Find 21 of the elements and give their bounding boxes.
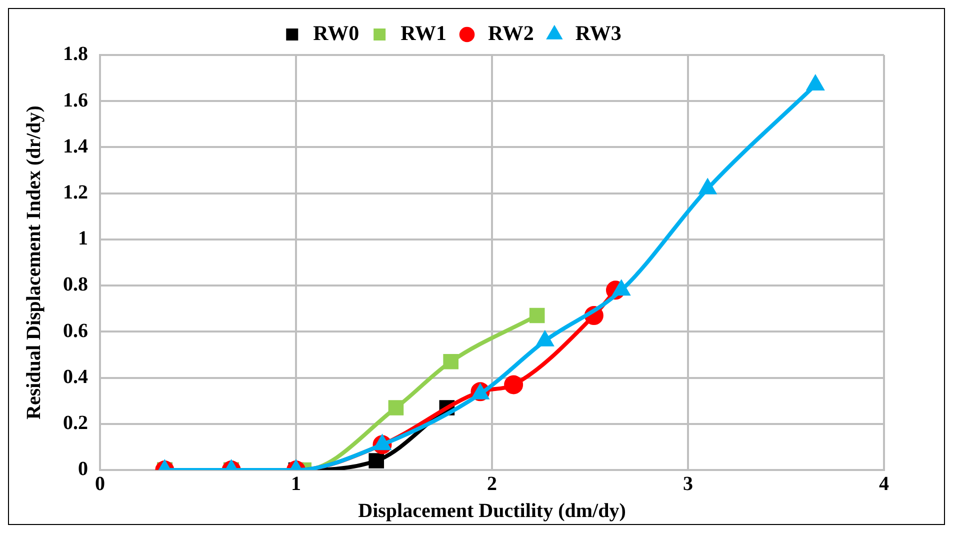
x-axis-title: Displacement Ductility (dm/dy) xyxy=(358,500,626,522)
y-tick-label: 0.2 xyxy=(63,412,88,434)
legend-label: RW1 xyxy=(400,20,447,45)
x-tick-label: 3 xyxy=(683,473,693,496)
legend-label: RW0 xyxy=(313,20,360,45)
legend-label: RW2 xyxy=(488,20,534,45)
y-tick-label: 1.8 xyxy=(63,43,88,66)
y-tick-label: 1 xyxy=(78,228,88,250)
y-tick-label: 0.4 xyxy=(63,366,88,388)
y-axis-title: Residual Displacement Index (dr/dy) xyxy=(23,106,46,420)
y-tick-label: 1.4 xyxy=(63,135,88,158)
y-tick-label: 0 xyxy=(78,458,88,480)
legend-label: RW3 xyxy=(575,20,622,45)
x-tick-label: 2 xyxy=(487,473,497,496)
y-tick-label: 1.2 xyxy=(63,182,88,204)
y-tick-label: 0.8 xyxy=(63,274,88,296)
y-tick-label: 0.6 xyxy=(63,320,88,342)
x-tick-label: 4 xyxy=(879,473,889,496)
y-tick-label: 1.6 xyxy=(63,89,88,112)
x-tick-label: 0 xyxy=(95,473,105,496)
x-tick-label: 1 xyxy=(291,473,301,496)
